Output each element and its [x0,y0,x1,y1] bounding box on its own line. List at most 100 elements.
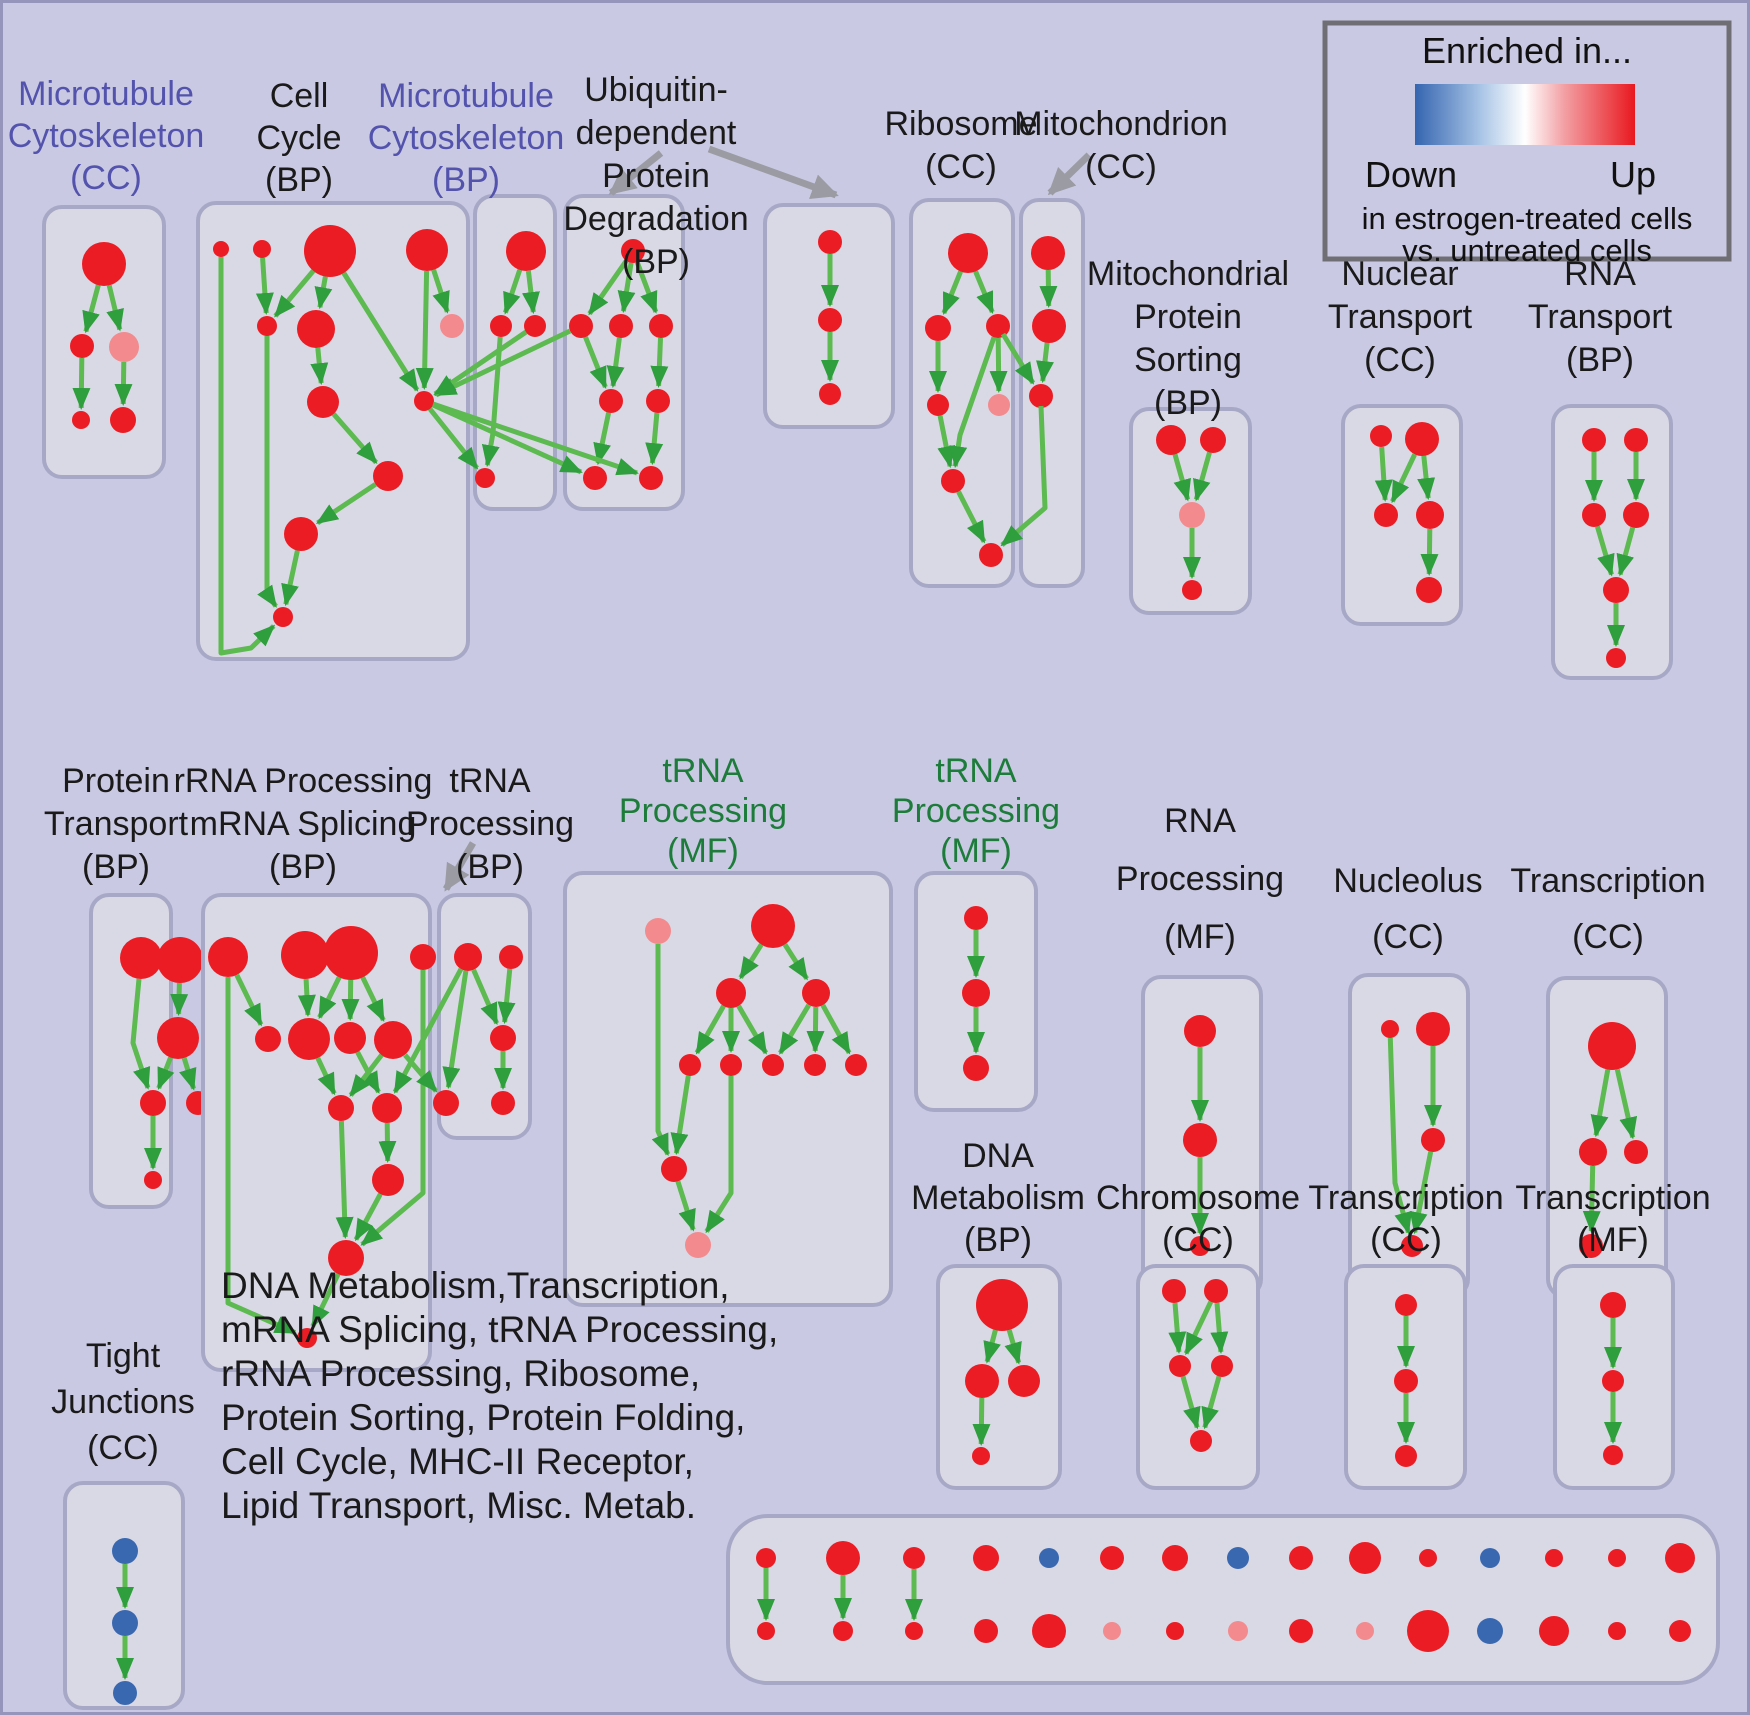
go-term-node [334,1022,366,1054]
go-term-node [1579,1138,1607,1166]
edge-arrow [348,1053,384,1097]
cluster-box-misc-metabolism [726,1514,1720,1685]
edge-arrow [218,257,276,656]
go-term-node [1480,1548,1500,1568]
go-term-node [1545,1549,1563,1567]
go-term-node [297,1328,317,1348]
go-term-node [1381,1020,1399,1038]
edge-arrow [156,1056,175,1090]
go-term-node [1200,427,1226,453]
go-term-node [1624,428,1648,452]
edge-arrow [273,269,316,318]
network-layer: Microtubule Cytoskeleton (CC) Cell Cycle (BP)… [8,71,1720,1710]
label-line: (CC) [70,159,142,197]
cluster-trna-processing-bp [433,893,532,1140]
go-term-node [757,1622,775,1640]
go-term-node [804,1054,826,1076]
chromosome-label: Chromosome (CC) [1096,1179,1300,1259]
edge-arrow [234,973,264,1027]
go-term-node [475,468,495,488]
edge-arrow [1614,1068,1638,1140]
label-line: tRNA [935,752,1017,790]
go-term-node [281,931,329,979]
edge-arrow [973,270,995,314]
go-term-node [1582,503,1606,527]
label-line: rRNA Processing [174,762,433,800]
edge-arrow [1582,1165,1601,1233]
go-term-node [1008,1365,1040,1397]
go-term-node [70,334,94,358]
label-line: Microtubule [18,75,194,113]
label-line: (BP) [1566,341,1634,379]
label-line: Processing [406,805,574,843]
go-term-node [372,1093,402,1123]
go-term-node [1032,309,1066,343]
go-term-node [621,239,645,263]
label-line: Cycle [256,119,341,157]
go-term-node [297,310,335,348]
cross-cluster-edge-arrow [403,1053,438,1093]
go-term-node [645,918,671,944]
go-term-node [112,1538,138,1564]
edge-arrow [522,270,540,315]
label-line: (MF) [667,832,739,870]
edge-arrow [341,979,360,1021]
transcription-cc-label: Transcription (CC) [1308,1179,1503,1259]
go-term-node [988,394,1010,416]
label-line: (BP) [82,848,150,886]
go-term-node [1166,1622,1184,1640]
mito-sorting-label: Mitochondrial Protein Sorting (BP) [1087,255,1289,422]
go-term-node [1156,425,1186,455]
go-term-node [490,1025,516,1051]
go-term-node [307,386,339,418]
label-line: (CC) [1162,1221,1234,1259]
go-term-node [941,469,965,493]
go-term-node [524,315,546,337]
go-term-node [109,332,139,362]
label-line: Cell [270,77,329,115]
edge-arrow [225,977,297,1335]
cluster-ubiquitin-degradation-b [763,203,895,429]
go-term-node [1211,1355,1233,1377]
go-term-node [1103,1622,1121,1640]
edge-arrow [497,968,516,1025]
label-line: Tight [86,1337,161,1375]
go-term-node [253,240,271,258]
edge-arrow [1590,1069,1611,1138]
misc-categories-line: mRNA Splicing, tRNA Processing, [221,1309,778,1350]
edge-arrow [114,361,133,406]
label-line: RNA [1164,802,1236,840]
label-line: Chromosome [1096,1179,1300,1217]
go-term-node [948,233,988,273]
label-line: (BP) [1154,384,1222,422]
label-line: (BP) [622,243,690,281]
edge-arrow [949,336,997,469]
nucleolus-label: Nucleolus (CC) [1333,862,1482,956]
cluster-transcription-cc-mid [1546,976,1668,1299]
go-term-node [1100,1546,1124,1570]
edge-arrow [937,415,956,469]
edge-arrow [335,1120,354,1239]
go-term-node [1602,1370,1624,1392]
go-term-node [112,1610,138,1636]
cluster-box-chromosome [1136,1264,1260,1490]
edge-arrow [983,1329,1001,1364]
label-pointer-arrow [608,150,664,196]
ubiquitin-label: Ubiquitin-dependent Protein Degradation (BP… [563,71,748,281]
go-term-node [208,937,248,977]
go-term-node [1228,1621,1248,1641]
rna-transport-label: RNA Transport (BP) [1528,255,1673,379]
go-term-node [506,231,546,271]
transcription-mf-label: Transcription (MF) [1515,1179,1710,1259]
go-term-node [661,1156,687,1182]
trna-bp-label: tRNA Processing (BP) [406,762,574,886]
label-line: mRNA Splicing [190,805,417,843]
edge-arrow [587,259,629,316]
edge-arrow [297,978,316,1017]
label-pointer-arrow [707,145,839,200]
go-term-node [1204,1279,1228,1303]
go-term-node [599,389,623,413]
cluster-microtubule-bp [473,194,557,511]
go-term-node [974,1619,998,1643]
go-term-node [646,389,670,413]
